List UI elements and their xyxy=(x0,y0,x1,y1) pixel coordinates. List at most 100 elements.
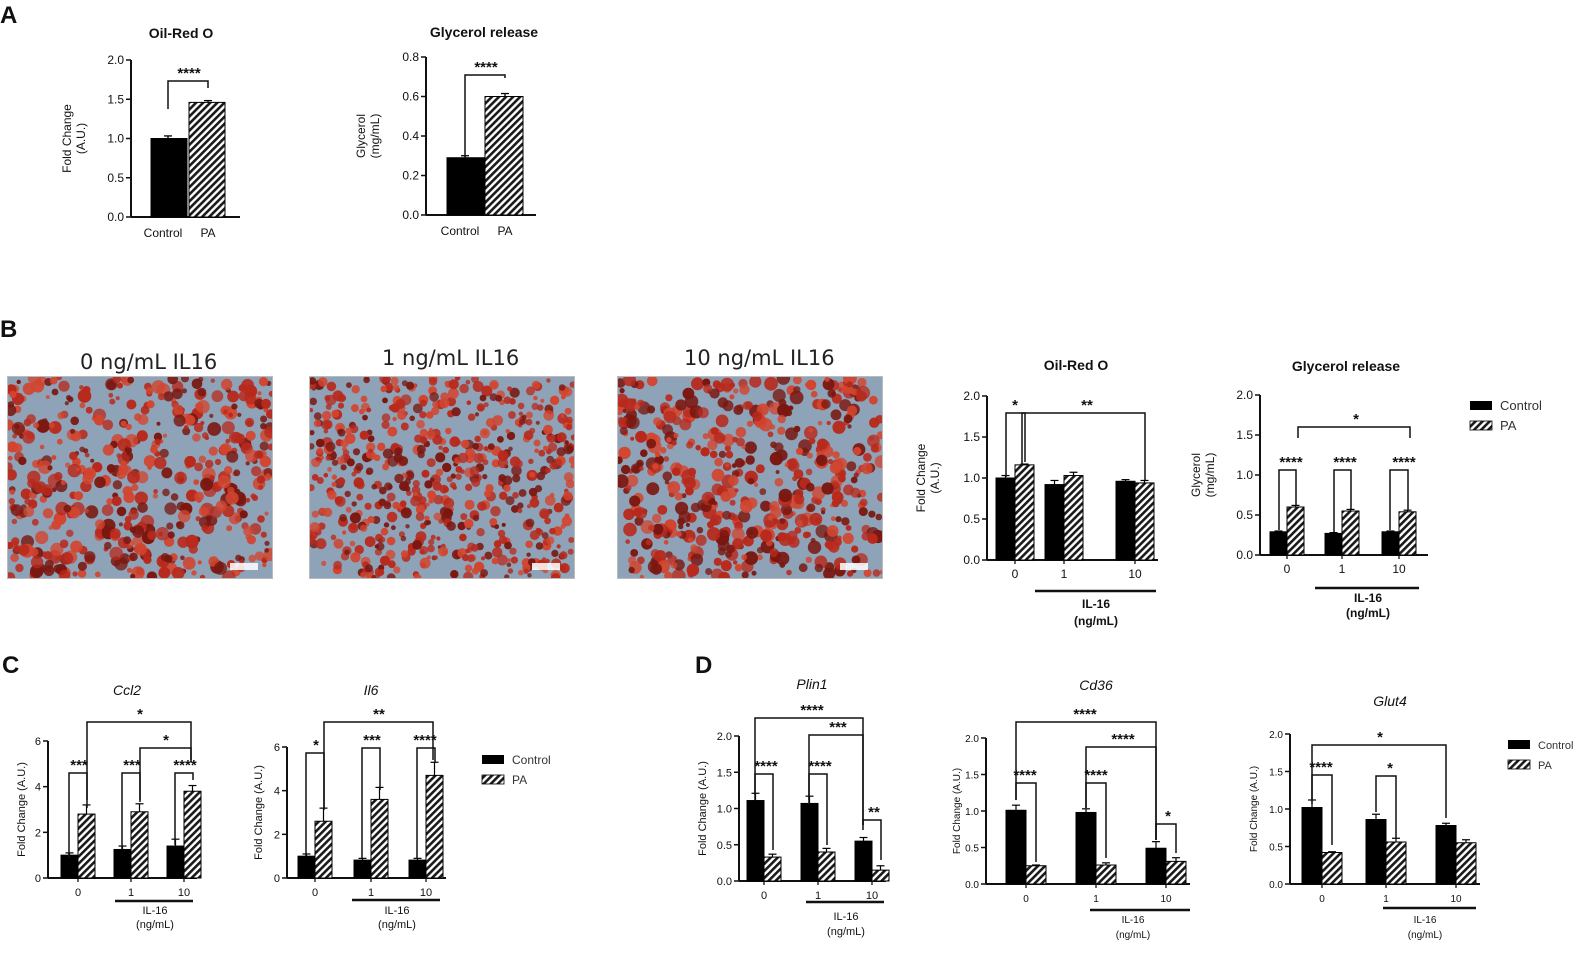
bar-control xyxy=(800,802,819,882)
bar-control xyxy=(166,845,185,879)
legend-d: Control PA xyxy=(1507,740,1573,772)
y-tick-label: 0.5 xyxy=(107,171,124,185)
chart-d1: Plin1 0.0 0.5 1.0 1.5 2.0 Fold Change (A.U.) 0 1… xyxy=(697,676,890,938)
x-tick-label: PA xyxy=(497,224,512,238)
bar xyxy=(150,138,188,218)
significance-bracket xyxy=(1333,469,1352,532)
y-axis-label: Fold Change (A.U.) xyxy=(697,761,709,856)
significance-bracket xyxy=(1005,412,1026,477)
y-tick-label: 0.5 xyxy=(1236,508,1253,522)
bar-pa xyxy=(77,813,96,879)
bar-control xyxy=(1365,819,1387,885)
legend-label-pa: PA xyxy=(512,773,527,787)
x-tick-label: 1 xyxy=(368,887,374,899)
significance-bracket xyxy=(464,74,506,158)
significance-bracket xyxy=(323,721,434,808)
y-axis-label: Glycerol xyxy=(354,114,368,158)
chart-b1: Oil-Red O 0.0 0.5 1.0 1.5 2.0 Fold Change (A.U.… xyxy=(914,357,1158,628)
significance-label: **** xyxy=(1392,454,1416,471)
y-tick-label: 0.5 xyxy=(963,512,980,526)
y-tick-label: 0.0 xyxy=(402,208,419,222)
bar-pa xyxy=(130,811,149,879)
bar-pa xyxy=(1341,510,1360,556)
bar-pa xyxy=(1455,842,1477,885)
y-tick-label: 4 xyxy=(274,786,280,798)
chart-title: Il6 xyxy=(364,682,379,698)
significance-label: * xyxy=(1353,411,1359,428)
significance-bracket xyxy=(167,80,209,109)
x-tick-label: 10 xyxy=(1450,894,1462,905)
significance-label: ** xyxy=(1081,397,1093,414)
legend-label-control: Control xyxy=(512,753,551,767)
chart-d2: Cd36 0.0 0.5 1.0 1.5 2.0 Fold Change (A.U.) 0 1 1… xyxy=(952,677,1190,941)
x-tick-label: Control xyxy=(441,224,480,238)
bar-pa xyxy=(425,774,444,879)
y-tick-label: 2.0 xyxy=(107,53,124,67)
bar-control xyxy=(113,848,132,879)
significance-label: * xyxy=(1387,760,1393,777)
y-tick-label: 0.8 xyxy=(402,50,419,64)
x-tick-label: 0 xyxy=(312,887,318,899)
bar-pa xyxy=(1095,864,1117,885)
significance-label: *** xyxy=(123,757,141,774)
y-tick-label: 0.4 xyxy=(402,129,419,143)
bar-pa xyxy=(763,856,782,882)
bar-control xyxy=(1005,809,1027,885)
significance-label: *** xyxy=(70,757,88,774)
significance-label: **** xyxy=(173,757,197,774)
bar-pa xyxy=(183,790,202,879)
bar-control xyxy=(746,800,765,882)
panel-letter-d: D xyxy=(695,652,713,679)
significance-bracket xyxy=(416,747,436,858)
chart-b2: Glycerol release0.00.51.01.52.0Glycerol(… xyxy=(1189,358,1428,620)
x-tick-label: Control xyxy=(144,226,183,240)
micrograph-title-0: 0 ng/mL IL16 xyxy=(80,350,218,374)
y-tick-label: 1.0 xyxy=(965,807,979,818)
y-tick-label: 2 xyxy=(35,827,41,839)
chart-title: Glycerol release xyxy=(1292,358,1400,374)
y-tick-label: 0.0 xyxy=(1269,880,1283,891)
bar-pa xyxy=(1014,464,1035,561)
y-axis-label: Fold Change xyxy=(60,104,74,173)
y-tick-label: 0.5 xyxy=(1269,843,1283,854)
group-label: IL-16 xyxy=(1122,915,1145,926)
x-tick-label: 0 xyxy=(1284,562,1291,576)
significance-label: * xyxy=(163,732,169,749)
group-label-units: (ng/mL) xyxy=(827,926,865,938)
bar-control xyxy=(995,477,1016,561)
bar-control xyxy=(1145,847,1167,885)
chart-d3: Glut4 0.0 0.5 1.0 1.5 2.0 Fold Change (A.U.) 0 1… xyxy=(1249,693,1480,941)
chart-a2: Glycerol release 0.0 0.2 0.4 0.6 0.8 Glycerol(… xyxy=(354,24,538,238)
legend-swatch-pa xyxy=(481,774,505,785)
y-tick-label: 0.5 xyxy=(717,840,732,852)
legend-label-control: Control xyxy=(1500,398,1542,413)
significance-bracket xyxy=(361,747,381,858)
bar-control xyxy=(1381,531,1400,556)
x-tick-label: 0 xyxy=(75,887,81,899)
significance-bracket xyxy=(1311,744,1447,818)
legend-swatch-control xyxy=(1470,401,1492,410)
bar xyxy=(484,96,524,216)
bar-control xyxy=(1115,480,1136,561)
significance-bracket xyxy=(1021,412,1146,480)
y-tick-label: 1.5 xyxy=(1269,768,1283,779)
y-tick-label: 0 xyxy=(35,873,41,885)
bar-control xyxy=(297,855,316,879)
group-label-units: (ng/mL) xyxy=(1408,930,1442,941)
bar-control xyxy=(1435,825,1457,885)
significance-label: **** xyxy=(1013,767,1037,784)
legend-b: Control PA xyxy=(1469,398,1542,433)
bar-control xyxy=(60,854,79,879)
chart-title: Plin1 xyxy=(796,676,827,692)
chart-title: Glycerol release xyxy=(430,24,538,40)
significance-label: ** xyxy=(868,804,880,821)
x-tick-label: 10 xyxy=(420,887,432,899)
group-label: IL-16 xyxy=(1082,597,1110,611)
y-axis-label: (mg/mL) xyxy=(368,114,382,159)
y-tick-label: 0.6 xyxy=(402,90,419,104)
bar-control xyxy=(1044,484,1065,561)
y-tick-label: 6 xyxy=(35,736,41,748)
y-axis-label: (A.U.) xyxy=(74,123,88,154)
significance-label: * xyxy=(1165,808,1171,825)
significance-bracket xyxy=(86,721,192,800)
